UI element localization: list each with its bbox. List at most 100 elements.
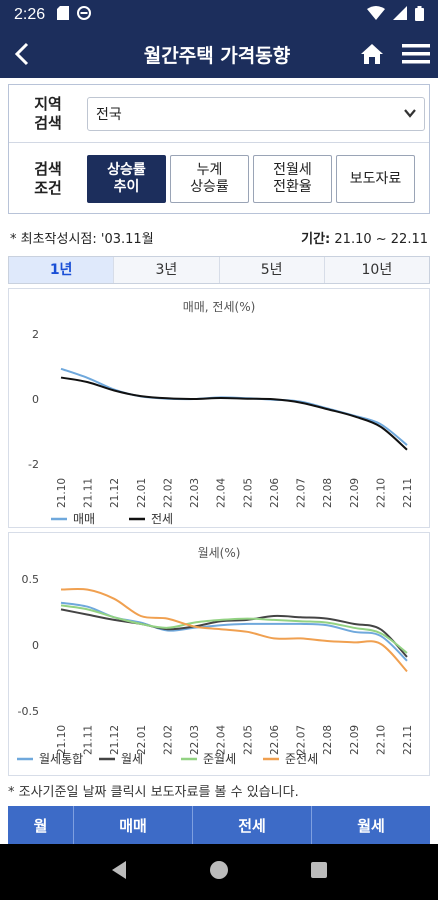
- table-header-wolse: 월세: [357, 816, 385, 835]
- y-tick-label: 0: [32, 393, 39, 406]
- legend-label: 월세: [121, 752, 143, 766]
- battery-icon: [415, 5, 424, 25]
- x-tick-label: 22.08: [322, 478, 334, 508]
- period-value: 21.10 ~ 22.11: [330, 231, 428, 247]
- sim-card-icon: [57, 6, 70, 24]
- x-tick-label: 22.05: [242, 478, 254, 508]
- table-header-jeonse: 전세: [193, 806, 312, 844]
- period-tabs: 1년 3년 5년 10년: [8, 256, 430, 284]
- x-tick-label: 22.06: [269, 478, 281, 508]
- series-line-2: [60, 604, 408, 654]
- y-tick-label: 2: [32, 328, 39, 341]
- condition-button-0[interactable]: 상승률 추이: [87, 155, 166, 203]
- chevron-down-icon: [402, 105, 418, 125]
- app-bar: 월간주택 가격동향: [0, 30, 438, 78]
- legend-label: 준월세: [203, 752, 236, 766]
- region-search-row: 지역 검색 전국: [9, 85, 429, 143]
- nav-recents-icon[interactable]: [310, 861, 328, 883]
- legend-label: 매매: [73, 512, 95, 526]
- x-tick-label: 22.08: [322, 725, 334, 755]
- signal-icon: [393, 6, 407, 24]
- legend-label: 월세통합: [39, 752, 83, 766]
- condition-label: 검색 조건: [34, 160, 62, 197]
- y-tick-label: -2: [28, 458, 39, 471]
- chart-title: 매매, 전세(%): [183, 300, 256, 314]
- series-line-0: [60, 601, 408, 662]
- x-tick-label: 22.05: [242, 725, 254, 755]
- first-written-date: * 최초작성시점: '03.11월: [10, 231, 154, 247]
- system-nav-bar: [0, 844, 438, 900]
- region-search-label: 지역 검색: [34, 94, 62, 132]
- home-icon: [361, 44, 383, 64]
- x-tick-label: 22.10: [375, 478, 387, 508]
- table-header-sale: 매매: [74, 806, 193, 844]
- period-range: 기간: 21.10 ~ 22.11: [301, 228, 428, 247]
- x-tick-label: 22.09: [349, 478, 361, 508]
- tab-period-0[interactable]: 1년: [9, 257, 115, 283]
- y-tick-label: -0.5: [18, 705, 39, 718]
- sale-jeonse-chart: 매매, 전세(%) 2 0 -2 21.10 21.11 21.12 22.01 22.02 22…: [28, 300, 414, 526]
- search-filter-panel: 지역 검색 전국 검색 조건 상승률 추이 누계 상승률 전월세 전환율 보도자료: [8, 84, 430, 214]
- tab-period-1[interactable]: 3년: [114, 257, 220, 283]
- x-tick-label: 22.11: [402, 478, 414, 508]
- region-select[interactable]: 전국: [87, 96, 425, 131]
- chart-title: 월세(%): [198, 546, 241, 560]
- series-line-1: [60, 376, 408, 451]
- x-tick-label: 22.10: [375, 725, 387, 755]
- series-line-3: [60, 587, 408, 673]
- status-time: 2:26: [14, 6, 46, 23]
- data-table-header: 월 매매 전세 월세: [8, 806, 430, 844]
- x-tick-label: 22.03: [189, 725, 201, 755]
- x-tick-label: 21.11: [83, 478, 95, 508]
- menu-button[interactable]: [394, 30, 438, 78]
- region-select-value: 전국: [96, 106, 122, 123]
- x-tick-label: 22.02: [162, 478, 174, 508]
- page-title: 월간주택 가격동향: [143, 44, 291, 67]
- x-tick-label: 22.06: [269, 725, 281, 755]
- status-bar: 2:26: [0, 0, 438, 30]
- condition-button-1[interactable]: 누계 상승률: [170, 155, 249, 203]
- x-tick-label: 21.10: [56, 478, 68, 508]
- x-tick-label: 21.12: [109, 725, 121, 755]
- home-button[interactable]: [350, 30, 394, 78]
- period-label: 기간:: [301, 231, 331, 247]
- x-tick-label: 22.09: [349, 725, 361, 755]
- wifi-icon: [367, 6, 385, 24]
- x-tick-label: 22.11: [402, 725, 414, 755]
- info-line: * 최초작성시점: '03.11월 기간: 21.10 ~ 22.11: [10, 226, 428, 248]
- tab-period-2[interactable]: 5년: [219, 257, 325, 283]
- back-arrow-icon: [14, 42, 29, 66]
- x-tick-label: 21.12: [109, 478, 121, 508]
- condition-button-2[interactable]: 전월세 전환율: [253, 155, 332, 203]
- tab-period-3[interactable]: 10년: [324, 257, 429, 283]
- x-tick-label: 22.07: [296, 725, 308, 755]
- x-tick-label: 22.04: [216, 725, 228, 755]
- hamburger-menu-icon: [402, 44, 430, 64]
- report-note: * 조사기준일 날짜 클릭시 보도자료를 볼 수 있습니다.: [8, 785, 299, 800]
- condition-button-3[interactable]: 보도자료: [336, 155, 415, 203]
- table-header-month: 월: [8, 806, 74, 844]
- x-tick-label: 22.01: [136, 725, 148, 755]
- series-line-0: [60, 367, 408, 446]
- nav-back-icon[interactable]: [110, 860, 128, 884]
- x-tick-label: 22.02: [162, 725, 174, 755]
- legend-label: 준전세: [285, 752, 318, 766]
- x-tick-label: 22.04: [216, 478, 228, 508]
- nav-home-icon[interactable]: [209, 860, 229, 884]
- x-tick-label: 22.03: [189, 478, 201, 508]
- back-button[interactable]: [0, 30, 44, 78]
- monthly-rent-chart-panel: 월세(%) 0.5 0 -0.5 21.10 21.11 21.12 22.01 22.02 22…: [8, 532, 430, 776]
- legend-label: 전세: [151, 512, 173, 526]
- series-line-1: [60, 608, 408, 658]
- x-tick-label: 21.11: [83, 725, 95, 755]
- y-tick-label: 0: [32, 639, 39, 652]
- sale-jeonse-chart-panel: 매매, 전세(%) 2 0 -2 21.10 21.11 21.12 22.01 22.02 22…: [8, 288, 430, 528]
- condition-row: 검색 조건 상승률 추이 누계 상승률 전월세 전환율 보도자료: [9, 143, 429, 215]
- x-tick-label: 22.01: [136, 478, 148, 508]
- x-tick-label: 22.07: [296, 478, 308, 508]
- no-disturb-icon: [77, 6, 92, 24]
- y-tick-label: 0.5: [22, 573, 40, 586]
- condition-buttons: 상승률 추이 누계 상승률 전월세 전환율 보도자료: [87, 155, 415, 203]
- x-tick-label: 21.10: [56, 725, 68, 755]
- monthly-rent-chart: 월세(%) 0.5 0 -0.5 21.10 21.11 21.12 22.01 22.02 22…: [17, 546, 414, 766]
